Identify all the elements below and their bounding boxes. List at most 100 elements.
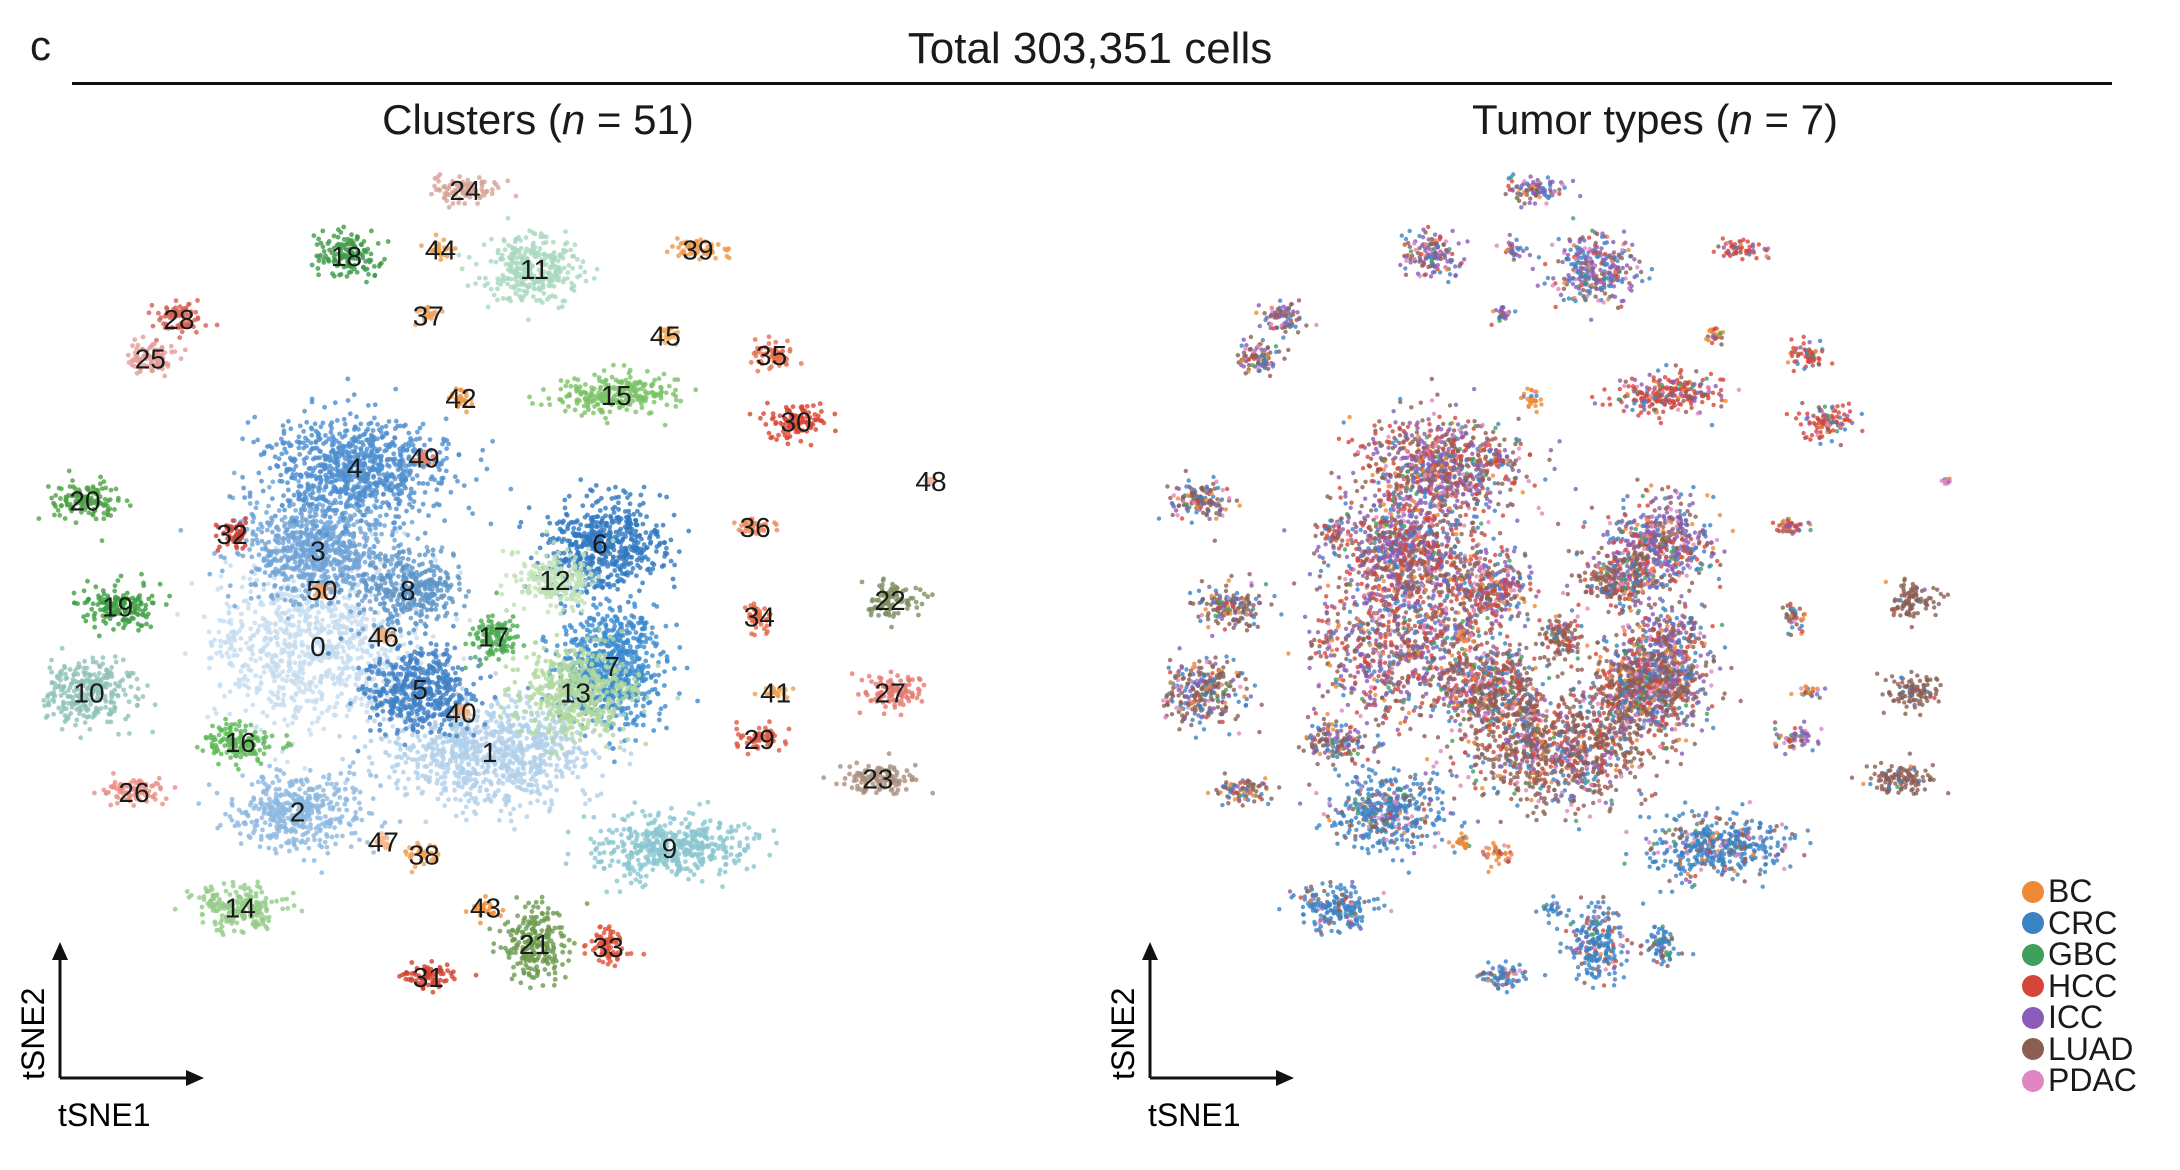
clusters-title-n: n bbox=[562, 96, 585, 143]
cluster-25-points bbox=[125, 334, 188, 379]
tumor-cluster-10-points bbox=[1161, 646, 1264, 740]
cluster-16-points bbox=[194, 716, 294, 772]
tumor-cluster-24-points bbox=[1503, 172, 1583, 210]
legend-item-luad: LUAD bbox=[2022, 1031, 2137, 1067]
legend-label-bc: BC bbox=[2048, 873, 2092, 910]
cluster-39-points bbox=[664, 236, 732, 262]
tumor-cluster-11-points bbox=[1527, 216, 1655, 322]
tumor-types-points-layer bbox=[1156, 172, 1952, 995]
cluster-label-28: 28 bbox=[163, 304, 194, 335]
cluster-label-39: 39 bbox=[682, 234, 713, 265]
cluster-label-38: 38 bbox=[409, 840, 440, 871]
tumor-cluster-17-points bbox=[1533, 590, 1590, 671]
cluster-label-34: 34 bbox=[744, 602, 775, 633]
tumor-cluster-35-points bbox=[1785, 334, 1835, 374]
cluster-23-points bbox=[821, 751, 936, 797]
cluster-label-44: 44 bbox=[425, 234, 456, 265]
cluster-label-19: 19 bbox=[102, 592, 133, 623]
tumor-title-n: n bbox=[1729, 96, 1752, 143]
cluster-45-points bbox=[656, 326, 681, 347]
tumor-cluster-4-points bbox=[1325, 376, 1578, 538]
cluster-11-points bbox=[456, 215, 600, 323]
legend-label-pdac: PDAC bbox=[2048, 1062, 2137, 1099]
legend-label-icc: ICC bbox=[2048, 999, 2103, 1036]
legend-item-icc: ICC bbox=[2022, 999, 2137, 1036]
tumor-cluster-13-points bbox=[1564, 608, 1726, 758]
cluster-label-8: 8 bbox=[400, 575, 416, 606]
cluster-label-10: 10 bbox=[73, 678, 104, 709]
cluster-41-points bbox=[752, 684, 796, 701]
cluster-label-5: 5 bbox=[412, 674, 428, 705]
tumor-cluster-5-points bbox=[1412, 618, 1564, 754]
cluster-label-45: 45 bbox=[650, 320, 681, 351]
tumor-cluster-37-points bbox=[1489, 305, 1518, 327]
tumor-cluster-2-points bbox=[1297, 760, 1481, 875]
tumor-cluster-28-points bbox=[1254, 298, 1319, 343]
cluster-label-42: 42 bbox=[445, 383, 476, 414]
tumor-cluster-14-points bbox=[1277, 879, 1394, 937]
tumor-cluster-9-points bbox=[1622, 800, 1813, 894]
cluster-label-18: 18 bbox=[331, 241, 362, 272]
cluster-43-points bbox=[463, 894, 506, 926]
tumor-cluster-19-points bbox=[1187, 572, 1277, 639]
cluster-label-11: 11 bbox=[520, 254, 549, 285]
clusters-xlabel: tSNE1 bbox=[58, 1097, 150, 1133]
legend-swatch-icc bbox=[2022, 1006, 2044, 1029]
cluster-label-40: 40 bbox=[445, 697, 476, 728]
cluster-label-23: 23 bbox=[862, 764, 893, 795]
cluster-4-points bbox=[227, 376, 514, 538]
tumor-cluster-26-points bbox=[1205, 771, 1282, 808]
cluster-14-points bbox=[172, 879, 305, 938]
tumor-cluster-22-points bbox=[1883, 576, 1951, 630]
tumor-types-axes: tSNE1 tSNE2 bbox=[1105, 942, 1294, 1133]
cluster-36-points bbox=[731, 516, 780, 537]
cluster-49-points bbox=[412, 449, 437, 468]
cluster-15-points bbox=[527, 362, 699, 428]
tumor-cluster-30-points bbox=[1784, 400, 1865, 448]
title-rule bbox=[72, 82, 2112, 85]
cluster-label-48: 48 bbox=[915, 466, 946, 497]
cluster-label-13: 13 bbox=[560, 678, 591, 709]
legend-label-gbc: GBC bbox=[2048, 936, 2117, 973]
tumor-cluster-44-points bbox=[1494, 232, 1529, 262]
cluster-2-points bbox=[196, 760, 403, 876]
clusters-tsne-plot: 0123456789101112131415161718192021222324… bbox=[15, 172, 947, 1133]
tumor-cluster-43-points bbox=[1534, 894, 1571, 926]
clusters-panel-title: Clusters (n = 51) bbox=[138, 96, 938, 144]
tumor-types-legend: BC CRC GBC HCC ICC LUAD PDAC bbox=[2022, 873, 2137, 1099]
cluster-label-16: 16 bbox=[225, 727, 256, 758]
cluster-40-points bbox=[452, 703, 472, 722]
cluster-label-1: 1 bbox=[482, 737, 498, 768]
clusters-x-arrowhead bbox=[186, 1070, 204, 1086]
cluster-46-points bbox=[375, 627, 397, 644]
cluster-21-points bbox=[487, 894, 590, 991]
cluster-label-17: 17 bbox=[478, 621, 509, 652]
cluster-label-41: 41 bbox=[760, 678, 791, 709]
cluster-3-points bbox=[178, 466, 445, 633]
cluster-label-2: 2 bbox=[290, 797, 306, 828]
cluster-34-points bbox=[742, 601, 773, 638]
tumor-cluster-6-points bbox=[1581, 477, 1735, 610]
tumor-ylabel: tSNE2 bbox=[1105, 988, 1141, 1080]
cluster-label-27: 27 bbox=[875, 678, 906, 709]
super-title: Total 303,351 cells bbox=[0, 24, 2180, 74]
cluster-label-14: 14 bbox=[225, 893, 256, 924]
cluster-47-points bbox=[369, 831, 393, 851]
tumor-cluster-29-points bbox=[1772, 719, 1824, 757]
legend-swatch-luad bbox=[2022, 1038, 2044, 1061]
cluster-27-points bbox=[849, 669, 927, 718]
cluster-6-points bbox=[517, 477, 692, 610]
cluster-48-points bbox=[923, 476, 937, 487]
cluster-label-37: 37 bbox=[413, 301, 444, 332]
cluster-label-33: 33 bbox=[593, 932, 624, 963]
clusters-ylabel: tSNE2 bbox=[15, 988, 51, 1080]
cluster-label-21: 21 bbox=[519, 929, 550, 960]
cluster-label-24: 24 bbox=[449, 175, 480, 206]
cluster-26-points bbox=[92, 771, 178, 808]
cluster-label-50: 50 bbox=[306, 575, 337, 606]
cluster-label-6: 6 bbox=[592, 529, 608, 560]
cluster-31-points bbox=[397, 959, 479, 995]
tumor-cluster-48-points bbox=[1939, 476, 1952, 486]
tumor-cluster-16-points bbox=[1296, 716, 1384, 772]
cluster-label-22: 22 bbox=[875, 585, 906, 616]
